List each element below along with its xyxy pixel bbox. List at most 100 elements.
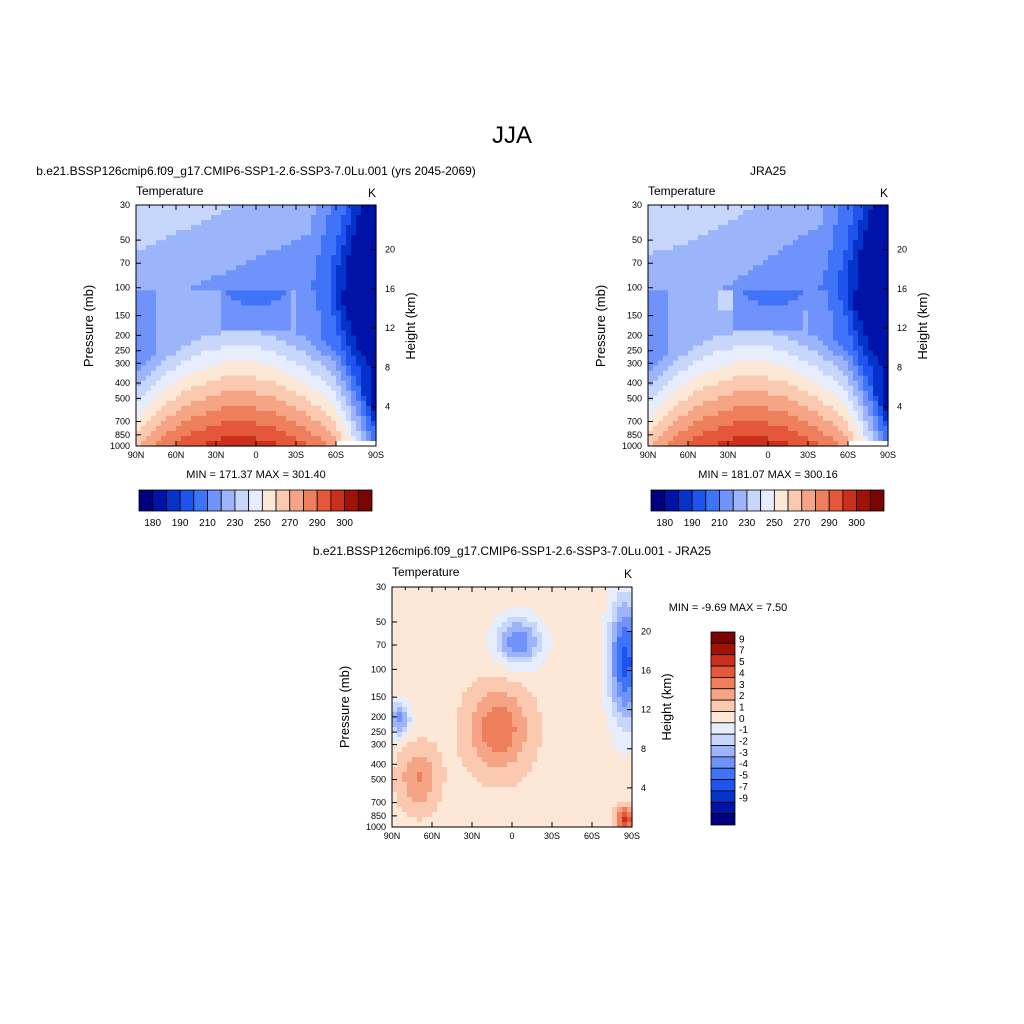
contour-cell: [788, 225, 794, 231]
contour-cell: [276, 205, 282, 211]
contour-cell: [693, 415, 699, 422]
contour-cell: [366, 400, 372, 407]
contour-cell: [211, 260, 217, 266]
contour-cell: [311, 260, 317, 266]
contour-cell: [366, 240, 372, 246]
contour-cell: [286, 370, 292, 377]
contour-cell: [141, 425, 147, 432]
contour-cell: [808, 435, 814, 442]
contour-cell: [226, 215, 232, 221]
contour-cell: [161, 345, 167, 352]
contour-cell: [141, 205, 147, 211]
contour-cell: [176, 210, 182, 216]
contour-cell: [281, 275, 287, 281]
contour-cell: [773, 275, 779, 281]
contour-cell: [256, 340, 262, 347]
contour-cell: [577, 592, 583, 598]
contour-cell: [673, 225, 679, 231]
contour-cell: [276, 395, 282, 402]
contour-cell: [653, 380, 659, 387]
contour-cell: [296, 310, 302, 317]
contour-cell: [316, 260, 322, 266]
contour-cell: [171, 310, 177, 317]
contour-cell: [331, 400, 337, 407]
contour-cell: [552, 602, 558, 608]
contour-cell: [793, 410, 799, 417]
contour-cell: [587, 597, 593, 603]
contour-cell: [251, 340, 257, 347]
contour-cell: [366, 305, 372, 312]
contour-cell: [281, 375, 287, 382]
contour-cell: [166, 295, 172, 301]
contour-cell: [301, 245, 307, 251]
contour-cell: [753, 350, 759, 357]
contour-cell: [693, 360, 699, 367]
contour-cell: [723, 305, 729, 312]
contour-cell: [708, 340, 714, 347]
contour-cell: [286, 310, 292, 317]
contour-cell: [658, 395, 664, 402]
contour-cell: [703, 350, 709, 357]
contour-cell: [366, 205, 372, 211]
x-tick-label: 90N: [128, 450, 145, 460]
contour-cell: [246, 370, 252, 377]
contour-cell: [246, 210, 252, 216]
contour-cell: [176, 340, 182, 347]
contour-cell: [191, 430, 197, 437]
contour-cell: [683, 270, 689, 276]
contour-cell: [793, 265, 799, 271]
contour-cell: [261, 310, 267, 317]
contour-cell: [562, 587, 568, 593]
contour-cell: [341, 220, 347, 226]
contour-cell: [256, 210, 262, 216]
contour-cell: [718, 325, 724, 332]
contour-cell: [356, 235, 362, 241]
contour-cell: [768, 205, 774, 211]
contour-cell: [848, 320, 854, 327]
contour-cell: [276, 430, 282, 437]
panel-obs: JRA25 Temperature K Pressure (mb) Height…: [593, 164, 930, 481]
contour-cell: [738, 205, 744, 211]
contour-cell: [552, 597, 558, 603]
contour-cell: [356, 270, 362, 276]
contour-cell: [843, 355, 849, 362]
contour-cell: [813, 385, 819, 392]
contour-cell: [808, 380, 814, 387]
contour-cell: [838, 290, 844, 296]
contour-cell: [171, 430, 177, 437]
contour-cell: [728, 410, 734, 417]
contour-cell: [763, 295, 769, 301]
contour-cell: [216, 210, 222, 216]
contour-cell: [728, 240, 734, 246]
contour-cell: [341, 265, 347, 271]
contour-cell: [653, 355, 659, 362]
contour-cell: [296, 325, 302, 332]
contour-cell: [863, 290, 869, 296]
contour-cell: [301, 420, 307, 427]
contour-cell: [773, 420, 779, 427]
contour-cell: [251, 230, 257, 236]
contour-cell: [778, 355, 784, 362]
contour-cell: [703, 340, 709, 347]
contour-cell: [141, 410, 147, 417]
contour-cell: [366, 245, 372, 251]
contour-cell: [683, 320, 689, 327]
contour-cell: [356, 335, 362, 342]
contour-cell: [748, 440, 754, 447]
contour-cell: [698, 410, 704, 417]
contour-cell: [863, 395, 869, 402]
contour-cell: [748, 305, 754, 312]
contour-cell: [733, 335, 739, 342]
contour-cell: [151, 245, 157, 251]
contour-cell: [286, 405, 292, 412]
contour-cell: [668, 310, 674, 317]
contour-cell: [316, 210, 322, 216]
y-tick-label: 150: [627, 311, 642, 321]
contour-cell: [873, 310, 879, 317]
contour-cell: [778, 360, 784, 367]
contour-cell: [256, 285, 262, 291]
contour-cell: [668, 325, 674, 332]
contour-cell: [151, 320, 157, 327]
contour-cell: [156, 420, 162, 427]
contour-cell: [241, 210, 247, 216]
